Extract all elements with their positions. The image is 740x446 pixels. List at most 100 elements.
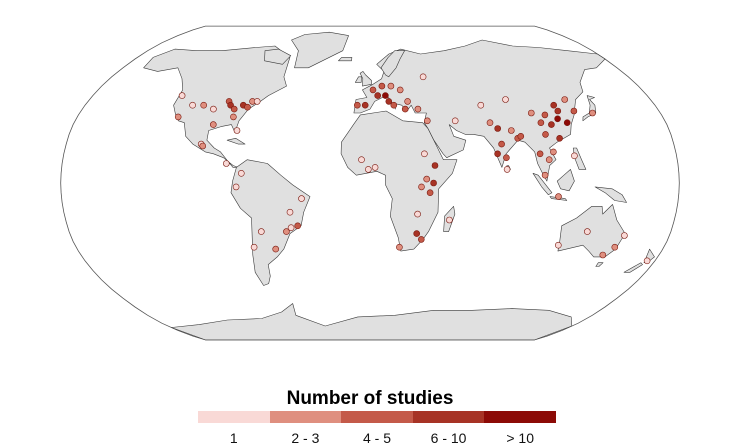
study-site <box>571 152 578 160</box>
legend-labels: 1 2 - 3 4 - 5 6 - 10 > 10 <box>198 430 556 446</box>
study-site <box>536 150 544 158</box>
study-site <box>364 166 372 173</box>
land-scandinavia-ext <box>380 50 405 78</box>
study-site <box>423 175 431 183</box>
study-site <box>387 82 395 90</box>
study-site <box>583 228 591 235</box>
legend-label-over-10: > 10 <box>506 430 534 446</box>
study-site <box>257 228 265 235</box>
study-site <box>494 125 502 132</box>
study-site <box>371 164 379 171</box>
study-site <box>358 156 365 163</box>
study-site <box>353 101 361 109</box>
study-site <box>561 96 569 103</box>
study-site <box>570 107 578 115</box>
study-site <box>238 170 245 177</box>
study-site <box>178 92 186 99</box>
study-site <box>385 98 393 105</box>
land-ireland <box>355 76 362 83</box>
study-site <box>396 243 403 251</box>
land-antarctica <box>171 303 573 341</box>
study-site <box>599 251 607 259</box>
land-britain <box>359 71 372 87</box>
study-site <box>361 101 369 109</box>
land-cuba <box>226 138 246 145</box>
study-site <box>232 183 240 191</box>
study-site <box>554 241 562 249</box>
legend-label-2-3: 2 - 3 <box>291 430 320 446</box>
study-site <box>210 121 217 128</box>
land-sumatra <box>532 173 553 195</box>
study-site <box>643 257 651 265</box>
study-site <box>503 154 510 161</box>
land-africa <box>340 110 458 252</box>
study-site <box>589 109 596 117</box>
study-site <box>287 224 295 231</box>
land-south-america <box>230 159 311 286</box>
study-site <box>542 131 549 138</box>
study-site <box>421 150 428 158</box>
study-site <box>423 117 431 125</box>
study-site <box>486 119 494 126</box>
study-site <box>223 160 230 167</box>
study-site <box>503 166 511 173</box>
study-site <box>286 208 294 216</box>
study-site <box>244 103 251 111</box>
study-site <box>527 109 535 117</box>
study-site <box>298 195 305 202</box>
study-site <box>174 113 182 121</box>
study-site <box>451 117 459 125</box>
land-new-guinea <box>594 186 627 203</box>
study-site <box>563 119 571 126</box>
land-greenland <box>291 31 349 69</box>
study-site <box>541 171 549 179</box>
study-site <box>498 140 505 148</box>
land-new-zealand-south <box>623 262 643 273</box>
land-tasmania <box>595 262 604 267</box>
study-site <box>390 101 398 109</box>
legend-label-6-10: 6 - 10 <box>430 430 467 446</box>
study-site <box>556 135 563 142</box>
study-site <box>272 245 280 253</box>
land-iceland <box>338 57 353 62</box>
study-site <box>253 98 261 105</box>
study-site <box>621 232 628 239</box>
study-site <box>404 98 411 105</box>
land-baffin <box>264 48 292 65</box>
land-australia <box>557 204 626 258</box>
study-site <box>396 86 404 94</box>
study-site <box>541 111 549 119</box>
study-site <box>548 121 555 128</box>
study-site <box>431 162 439 169</box>
study-site <box>210 105 217 113</box>
legend-swatch-over-10 <box>484 411 556 423</box>
study-site <box>230 105 238 113</box>
study-site <box>430 179 437 187</box>
legend-color-bar <box>198 411 556 423</box>
study-site <box>382 92 389 99</box>
study-site <box>517 133 525 140</box>
study-site <box>369 86 377 94</box>
study-site <box>401 105 409 113</box>
study-site <box>554 107 562 115</box>
study-site <box>250 243 258 251</box>
legend-label-4-5: 4 - 5 <box>362 430 391 446</box>
legend-swatch-4-5 <box>341 411 413 423</box>
study-site <box>537 119 545 126</box>
study-site <box>378 82 386 90</box>
study-site <box>426 189 434 196</box>
study-site <box>230 113 237 121</box>
study-site <box>283 228 290 235</box>
study-site <box>446 216 453 224</box>
study-site <box>189 101 196 109</box>
land-north-america <box>143 45 291 168</box>
study-site <box>413 230 421 237</box>
study-site <box>418 183 425 191</box>
world-map <box>60 25 680 341</box>
study-site <box>554 115 561 123</box>
land-eurasia <box>353 39 606 182</box>
land-borneo <box>556 169 575 192</box>
study-site <box>199 142 206 150</box>
study-site <box>550 148 557 156</box>
study-site <box>550 101 558 109</box>
